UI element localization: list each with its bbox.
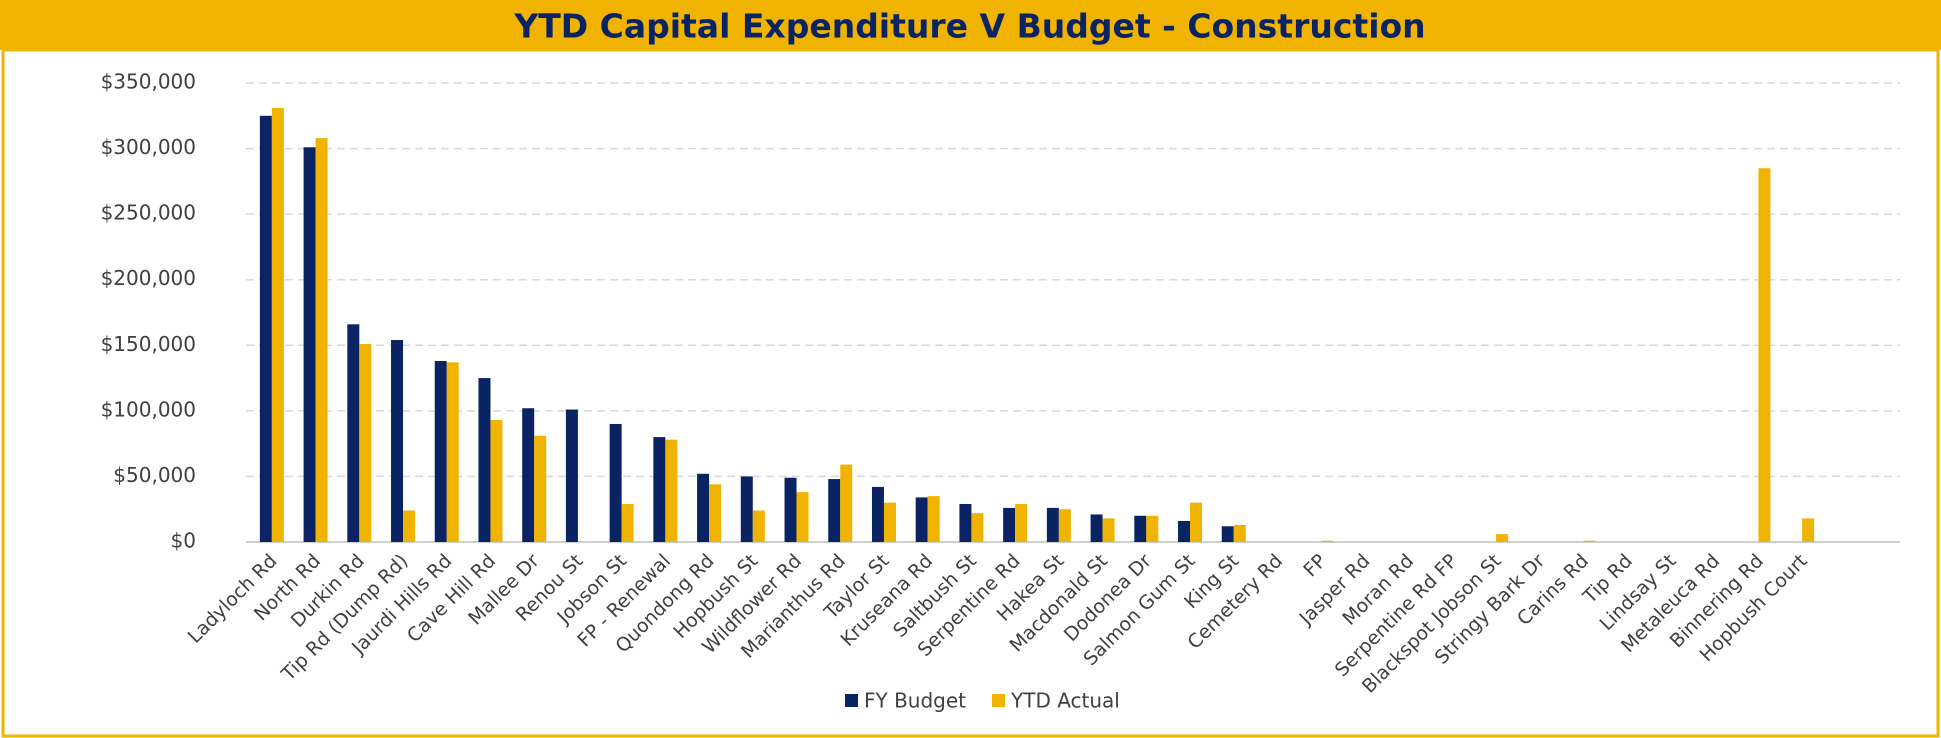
bar: [1102, 518, 1115, 542]
bar: [871, 486, 884, 542]
bar: [840, 464, 853, 542]
bar: [1146, 515, 1159, 542]
legend-swatch: [992, 694, 1006, 707]
bar: [522, 408, 535, 542]
y-tick-label: $0: [171, 529, 196, 553]
bar: [1802, 518, 1815, 542]
bar: [1496, 534, 1509, 542]
bar: [752, 510, 765, 542]
bar: [740, 476, 753, 542]
y-tick-label: $100,000: [101, 397, 196, 421]
bar: [490, 420, 503, 542]
bar: [959, 503, 972, 542]
y-tick-label: $200,000: [101, 266, 196, 290]
y-tick-label: $150,000: [101, 332, 196, 356]
bar: [315, 138, 328, 542]
bar: [1221, 526, 1234, 542]
bar: [971, 513, 984, 542]
y-tick-label: $300,000: [101, 135, 196, 159]
bar: [665, 439, 678, 542]
y-tick-label: $50,000: [113, 463, 196, 487]
bar: [927, 496, 940, 542]
title-bar: [0, 0, 1941, 50]
x-tick-label: FP: [1299, 550, 1330, 581]
legend-swatch: [845, 694, 858, 707]
bar: [1233, 524, 1246, 542]
bar: [534, 435, 547, 542]
bar: [1583, 540, 1596, 542]
y-tick-label: $250,000: [101, 201, 196, 225]
chart-title: YTD Capital Expenditure V Budget - Const…: [513, 7, 1425, 46]
legend-label: YTD Actual: [1010, 689, 1120, 713]
bar: [796, 492, 809, 542]
bar: [259, 115, 272, 543]
bar: [609, 423, 622, 542]
bar: [446, 362, 459, 542]
y-tick-label: $350,000: [101, 70, 196, 94]
bar: [565, 409, 578, 542]
bar: [434, 361, 447, 542]
bar: [347, 324, 360, 542]
bar: [1003, 507, 1016, 542]
bar: [784, 477, 797, 542]
bar: [653, 437, 666, 542]
bar: [271, 107, 284, 542]
bar: [303, 147, 316, 542]
bar: [359, 343, 372, 542]
bar: [709, 484, 722, 542]
bar: [1758, 168, 1771, 542]
bar: [1015, 503, 1028, 542]
bar: [915, 497, 928, 542]
bar: [1058, 509, 1071, 542]
bar: [697, 473, 710, 542]
bar: [391, 340, 404, 542]
bar: [1178, 521, 1191, 542]
bar: [403, 510, 416, 542]
bar: [1046, 507, 1059, 542]
bar: [1190, 502, 1203, 542]
bar: [621, 503, 634, 542]
bar: [1090, 514, 1103, 542]
legend-label: FY Budget: [864, 689, 966, 713]
bar: [828, 479, 841, 542]
bar: [478, 378, 491, 542]
bar: [1134, 515, 1147, 542]
bar: [1321, 540, 1334, 542]
frame: [1, 48, 1940, 738]
bar: [883, 502, 896, 542]
